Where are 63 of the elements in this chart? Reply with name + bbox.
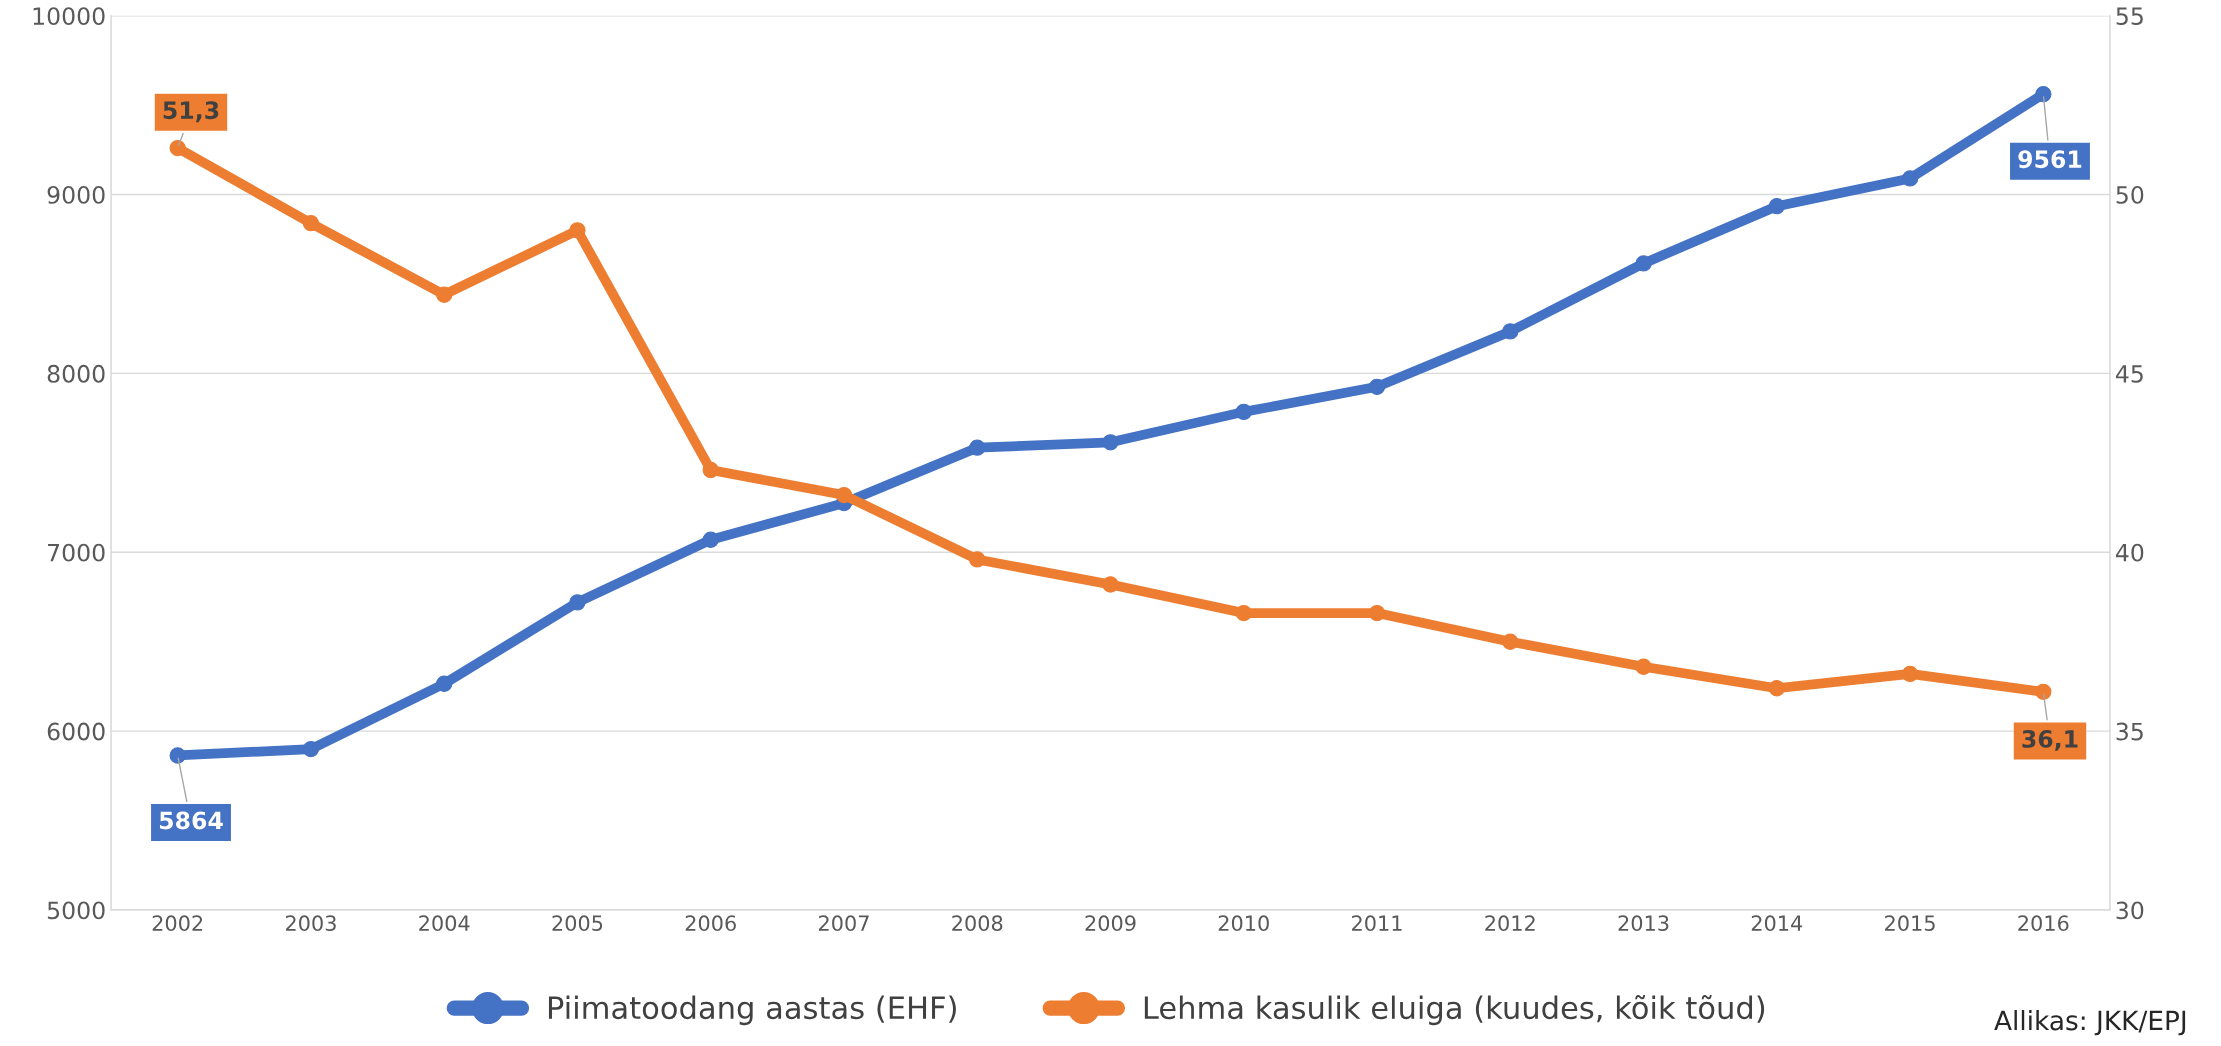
- y-tick-label: 10000: [33, 7, 105, 25]
- x-tick-label: 2004: [419, 915, 470, 932]
- point: [1368, 378, 1386, 395]
- y-tick-label: 5000: [47, 901, 105, 920]
- point: [1502, 633, 1519, 650]
- x-tick-label: 2009: [1085, 915, 1136, 932]
- point: [1901, 665, 1919, 683]
- point: [436, 286, 453, 303]
- y2-tick-label: 35: [2116, 722, 2143, 741]
- data-label: 36,1: [2022, 729, 2078, 751]
- y2-tick-label: 40: [2115, 543, 2144, 562]
- y-tick-label: 8000: [47, 364, 105, 383]
- x-tick-label: 2002: [152, 915, 203, 932]
- y-tick-label: 7000: [48, 543, 105, 562]
- y2-tick-label: 30: [2116, 901, 2144, 920]
- point: [969, 551, 986, 568]
- point: [1502, 323, 1519, 340]
- x-tick-label: 2005: [552, 915, 603, 932]
- x-tick-label: 2012: [1485, 915, 1535, 932]
- point: [302, 740, 320, 758]
- point: [1235, 403, 1252, 421]
- point: [1635, 658, 1652, 675]
- y2-tick-label: 45: [2115, 365, 2143, 383]
- point: [2035, 86, 2052, 103]
- point: [569, 594, 586, 611]
- point: [1102, 576, 1119, 593]
- point: [1368, 604, 1386, 622]
- legend-label: Piimatoodang aastas (EHF): [548, 995, 956, 1026]
- point: [2035, 683, 2052, 700]
- x-tick-label: 2008: [952, 915, 1003, 932]
- point: [1235, 604, 1252, 622]
- y2-tick-label: 55: [2116, 7, 2143, 25]
- y-tick-label: 9000: [47, 186, 105, 204]
- point: [169, 747, 186, 764]
- y2-tick-label: 50: [2116, 186, 2144, 204]
- point: [569, 222, 586, 239]
- point: [169, 139, 186, 157]
- point: [835, 486, 853, 504]
- point: [702, 531, 719, 548]
- x-tick-label: 2003: [285, 915, 336, 932]
- data-label: 5864: [159, 811, 223, 830]
- x-tick-label: 2013: [1618, 915, 1669, 932]
- point: [436, 675, 453, 692]
- y-tick-label: 6000: [47, 722, 105, 741]
- point: [1901, 170, 1919, 187]
- x-tick-label: 2014: [1751, 915, 1803, 932]
- point: [969, 439, 986, 456]
- legend-label: Lehma kasulik eluiga (kuudes, kõik tõud): [1144, 995, 1765, 1026]
- x-tick-label: 2006: [685, 915, 736, 932]
- x-tick-label: 2015: [1885, 915, 1935, 932]
- point: [1768, 680, 1785, 697]
- point: [1102, 434, 1119, 451]
- x-tick-label: 2011: [1352, 915, 1402, 932]
- point: [1768, 198, 1785, 215]
- point: [1635, 255, 1652, 272]
- data-label: 9561: [2018, 150, 2082, 169]
- x-tick-label: 2016: [2018, 915, 2069, 932]
- text: Allikas: JKK/EPJ: [1994, 1010, 2186, 1036]
- x-tick-label: 2007: [819, 915, 869, 932]
- point: [302, 215, 320, 232]
- point: [702, 461, 719, 479]
- data-label: 51,3: [163, 101, 219, 123]
- x-tick-label: 2010: [1218, 915, 1269, 932]
